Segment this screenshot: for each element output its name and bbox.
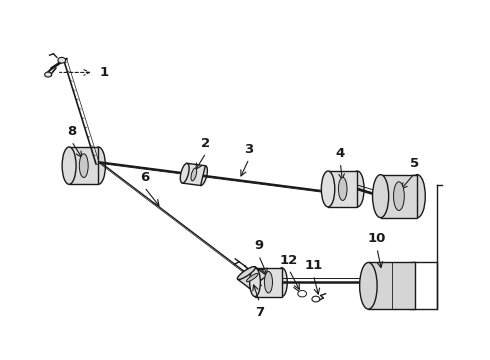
Ellipse shape [180, 163, 189, 183]
Circle shape [58, 57, 66, 63]
Text: 7: 7 [255, 306, 264, 319]
Polygon shape [381, 175, 417, 218]
Ellipse shape [339, 177, 347, 201]
Ellipse shape [360, 262, 377, 309]
Text: 6: 6 [140, 171, 149, 184]
Polygon shape [255, 268, 282, 297]
Text: 3: 3 [245, 143, 254, 156]
Ellipse shape [246, 273, 258, 282]
Polygon shape [368, 262, 415, 309]
Ellipse shape [62, 147, 76, 184]
Text: 5: 5 [411, 157, 419, 170]
Text: 1: 1 [100, 66, 109, 79]
Ellipse shape [249, 268, 260, 297]
Ellipse shape [406, 262, 423, 309]
Polygon shape [69, 147, 98, 184]
Polygon shape [410, 262, 437, 309]
Polygon shape [182, 163, 205, 185]
Text: 4: 4 [336, 147, 345, 160]
Ellipse shape [79, 154, 88, 177]
Ellipse shape [321, 171, 335, 207]
Text: 2: 2 [201, 137, 211, 150]
Ellipse shape [249, 275, 268, 288]
Text: 9: 9 [254, 239, 263, 252]
Ellipse shape [372, 175, 389, 218]
Ellipse shape [409, 175, 425, 218]
Ellipse shape [198, 166, 207, 185]
Text: 11: 11 [304, 259, 322, 272]
Text: 8: 8 [67, 125, 76, 138]
Ellipse shape [265, 271, 272, 293]
Text: 12: 12 [280, 254, 298, 267]
Ellipse shape [351, 171, 364, 207]
Ellipse shape [276, 268, 287, 297]
Ellipse shape [191, 168, 196, 181]
Ellipse shape [393, 182, 404, 211]
Text: 10: 10 [368, 232, 386, 245]
Polygon shape [328, 171, 357, 207]
Ellipse shape [237, 266, 255, 279]
Circle shape [312, 296, 320, 302]
Polygon shape [238, 267, 267, 288]
Ellipse shape [92, 147, 105, 184]
Circle shape [45, 72, 51, 77]
Ellipse shape [298, 291, 307, 297]
